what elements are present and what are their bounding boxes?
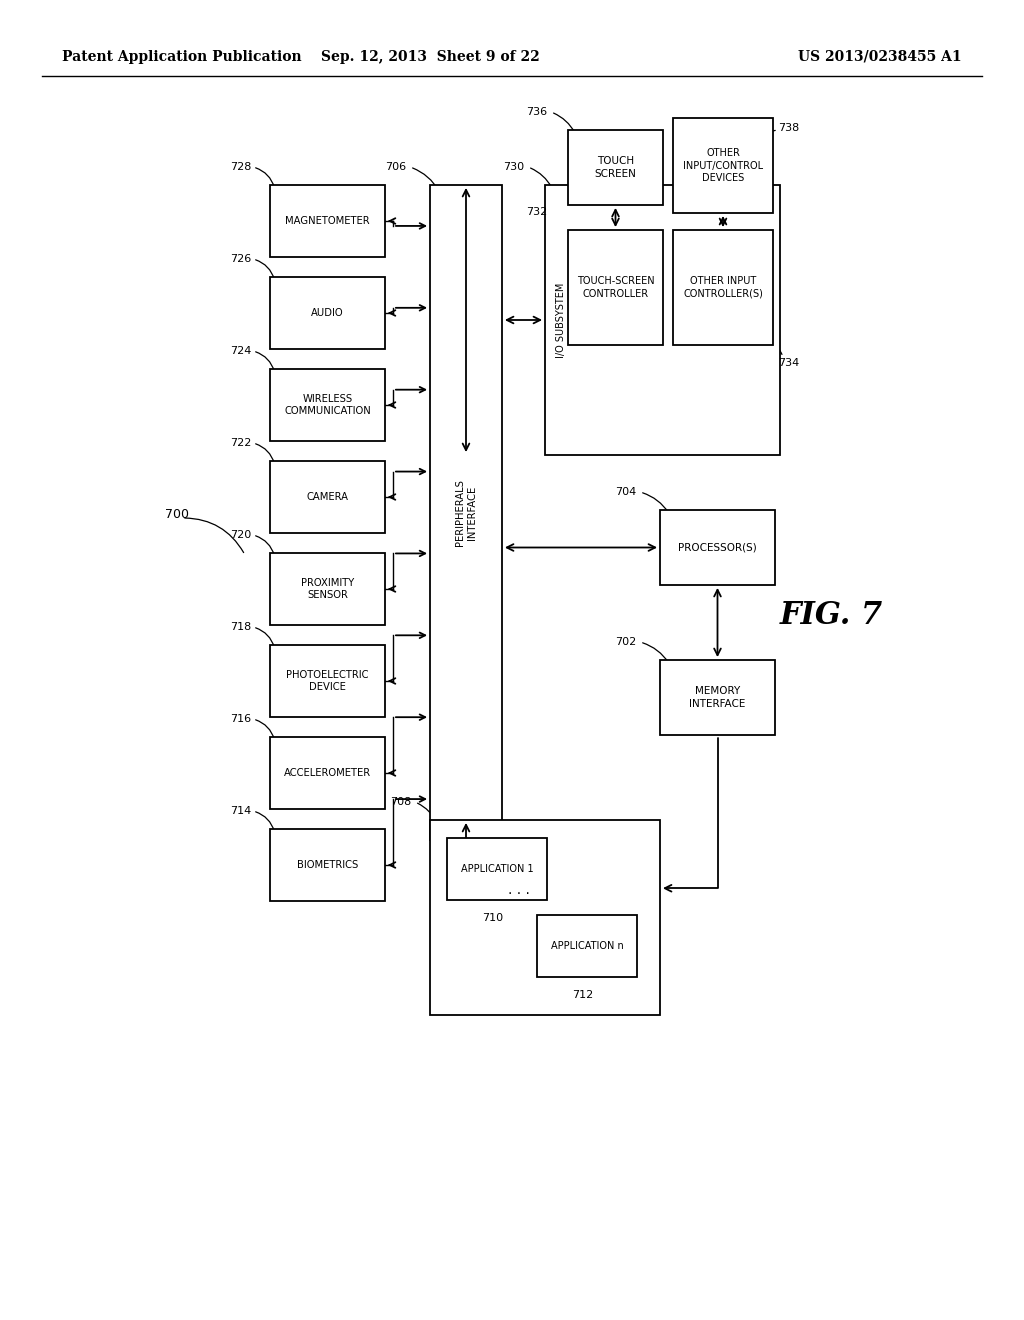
Text: 716: 716 [230, 714, 251, 723]
Text: 718: 718 [230, 622, 251, 632]
Text: . . .: . . . [508, 883, 530, 898]
Bar [270, 645, 385, 717]
Text: PROCESSOR(S): PROCESSOR(S) [678, 543, 757, 553]
Text: 728: 728 [230, 162, 251, 172]
Text: MEMORY
INTERFACE: MEMORY INTERFACE [689, 686, 745, 709]
Text: PERIPHERALS
INTERFACE: PERIPHERALS INTERFACE [455, 479, 477, 546]
Text: PROXIMITY
SENSOR: PROXIMITY SENSOR [301, 578, 354, 601]
Bar [660, 510, 775, 585]
Text: 714: 714 [230, 807, 251, 816]
Text: 724: 724 [230, 346, 251, 356]
Text: 720: 720 [230, 531, 251, 540]
Text: 712: 712 [572, 990, 593, 1001]
Text: BIOMETRICS: BIOMETRICS [297, 861, 358, 870]
Text: US 2013/0238455 A1: US 2013/0238455 A1 [799, 50, 962, 63]
Bar [660, 660, 775, 735]
Text: AUDIO: AUDIO [311, 308, 344, 318]
Text: 708: 708 [390, 797, 412, 807]
Text: 722: 722 [230, 438, 251, 447]
Bar [447, 838, 547, 900]
Bar [673, 117, 773, 213]
Text: PHOTOELECTRIC
DEVICE: PHOTOELECTRIC DEVICE [287, 669, 369, 692]
Text: 730: 730 [503, 162, 524, 172]
Bar [270, 185, 385, 257]
Text: I/O SUBSYSTEM: I/O SUBSYSTEM [556, 282, 566, 358]
Bar [430, 185, 502, 840]
Text: OTHER
INPUT/CONTROL
DEVICES: OTHER INPUT/CONTROL DEVICES [683, 148, 763, 183]
Text: CAMERA: CAMERA [306, 492, 348, 502]
Text: 700: 700 [165, 508, 189, 521]
Bar [270, 553, 385, 624]
Text: 732: 732 [526, 207, 547, 216]
Text: OTHER INPUT
CONTROLLER(S): OTHER INPUT CONTROLLER(S) [683, 276, 763, 298]
Bar [545, 185, 780, 455]
Bar [568, 230, 663, 345]
Text: 710: 710 [482, 913, 503, 923]
Text: Patent Application Publication: Patent Application Publication [62, 50, 302, 63]
Bar [270, 461, 385, 533]
Text: TOUCH-SCREEN
CONTROLLER: TOUCH-SCREEN CONTROLLER [577, 276, 654, 298]
Text: 726: 726 [230, 253, 251, 264]
Text: WIRELESS
COMMUNICATION: WIRELESS COMMUNICATION [284, 393, 371, 416]
Text: APPLICATION n: APPLICATION n [551, 941, 624, 950]
Bar [430, 820, 660, 1015]
Bar [270, 277, 385, 348]
Text: MAGNETOMETER: MAGNETOMETER [286, 216, 370, 226]
Bar [673, 230, 773, 345]
Text: 734: 734 [778, 358, 800, 368]
Text: 702: 702 [615, 638, 636, 647]
Bar [537, 915, 637, 977]
Text: 738: 738 [778, 123, 800, 133]
Text: 704: 704 [615, 487, 636, 498]
Bar [270, 737, 385, 809]
Text: TOUCH
SCREEN: TOUCH SCREEN [595, 156, 637, 178]
Text: FIG. 7: FIG. 7 [780, 599, 884, 631]
Text: 706: 706 [385, 162, 407, 172]
Text: APPLICATION 1: APPLICATION 1 [461, 865, 534, 874]
Text: 736: 736 [526, 107, 547, 117]
Text: Sep. 12, 2013  Sheet 9 of 22: Sep. 12, 2013 Sheet 9 of 22 [321, 50, 540, 63]
Text: ACCELEROMETER: ACCELEROMETER [284, 768, 371, 777]
Bar [568, 129, 663, 205]
Bar [270, 370, 385, 441]
Bar [270, 829, 385, 902]
